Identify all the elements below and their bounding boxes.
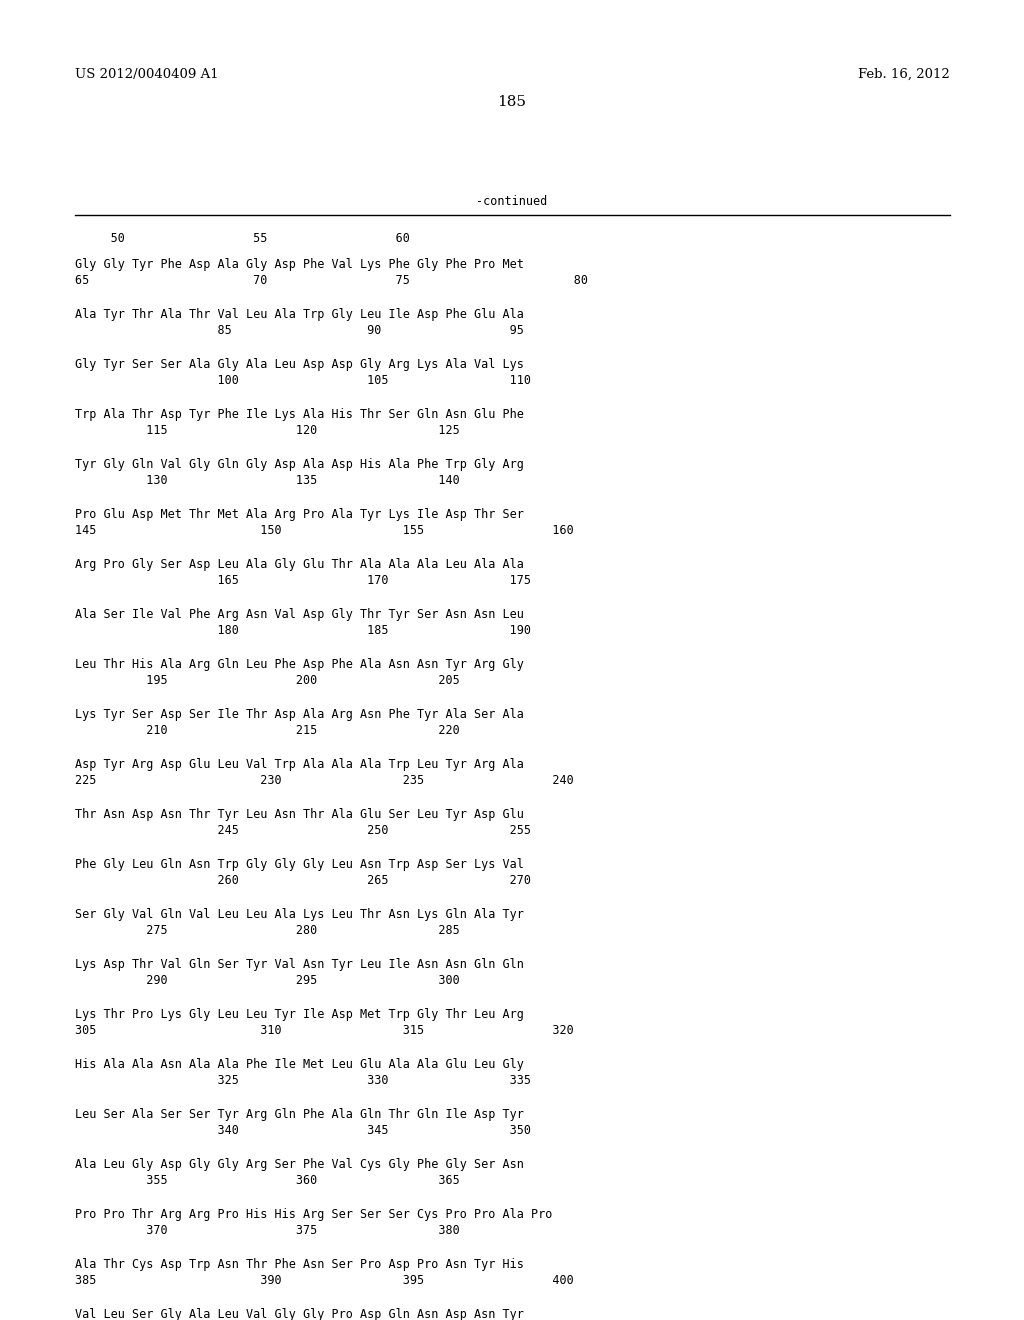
Text: 225                       230                 235                  240: 225 230 235 240 [75, 775, 573, 788]
Text: 305                       310                 315                  320: 305 310 315 320 [75, 1024, 573, 1038]
Text: 165                  170                 175: 165 170 175 [75, 574, 531, 587]
Text: Ala Leu Gly Asp Gly Gly Arg Ser Phe Val Cys Gly Phe Gly Ser Asn: Ala Leu Gly Asp Gly Gly Arg Ser Phe Val … [75, 1158, 524, 1171]
Text: Gly Gly Tyr Phe Asp Ala Gly Asp Phe Val Lys Phe Gly Phe Pro Met: Gly Gly Tyr Phe Asp Ala Gly Asp Phe Val … [75, 257, 524, 271]
Text: 370                  375                 380: 370 375 380 [75, 1225, 460, 1238]
Text: Ala Ser Ile Val Phe Arg Asn Val Asp Gly Thr Tyr Ser Asn Asn Leu: Ala Ser Ile Val Phe Arg Asn Val Asp Gly … [75, 609, 524, 620]
Text: 130                  135                 140: 130 135 140 [75, 474, 460, 487]
Text: Gly Tyr Ser Ser Ala Gly Ala Leu Asp Asp Gly Arg Lys Ala Val Lys: Gly Tyr Ser Ser Ala Gly Ala Leu Asp Asp … [75, 358, 524, 371]
Text: 185: 185 [498, 95, 526, 110]
Text: 65                       70                  75                       80: 65 70 75 80 [75, 275, 588, 288]
Text: 50                  55                  60: 50 55 60 [75, 232, 410, 246]
Text: Pro Pro Thr Arg Arg Pro His His Arg Ser Ser Ser Cys Pro Pro Ala Pro: Pro Pro Thr Arg Arg Pro His His Arg Ser … [75, 1208, 552, 1221]
Text: 195                  200                 205: 195 200 205 [75, 675, 460, 688]
Text: Arg Pro Gly Ser Asp Leu Ala Gly Glu Thr Ala Ala Ala Leu Ala Ala: Arg Pro Gly Ser Asp Leu Ala Gly Glu Thr … [75, 558, 524, 572]
Text: 115                  120                 125: 115 120 125 [75, 425, 460, 437]
Text: Lys Tyr Ser Asp Ser Ile Thr Asp Ala Arg Asn Phe Tyr Ala Ser Ala: Lys Tyr Ser Asp Ser Ile Thr Asp Ala Arg … [75, 708, 524, 721]
Text: US 2012/0040409 A1: US 2012/0040409 A1 [75, 69, 219, 81]
Text: 340                  345                 350: 340 345 350 [75, 1125, 531, 1138]
Text: 210                  215                 220: 210 215 220 [75, 725, 460, 738]
Text: Ala Tyr Thr Ala Thr Val Leu Ala Trp Gly Leu Ile Asp Phe Glu Ala: Ala Tyr Thr Ala Thr Val Leu Ala Trp Gly … [75, 308, 524, 321]
Text: Lys Thr Pro Lys Gly Leu Leu Tyr Ile Asp Met Trp Gly Thr Leu Arg: Lys Thr Pro Lys Gly Leu Leu Tyr Ile Asp … [75, 1008, 524, 1020]
Text: Ser Gly Val Gln Val Leu Leu Ala Lys Leu Thr Asn Lys Gln Ala Tyr: Ser Gly Val Gln Val Leu Leu Ala Lys Leu … [75, 908, 524, 921]
Text: Trp Ala Thr Asp Tyr Phe Ile Lys Ala His Thr Ser Gln Asn Glu Phe: Trp Ala Thr Asp Tyr Phe Ile Lys Ala His … [75, 408, 524, 421]
Text: -continued: -continued [476, 195, 548, 209]
Text: 290                  295                 300: 290 295 300 [75, 974, 460, 987]
Text: Feb. 16, 2012: Feb. 16, 2012 [858, 69, 950, 81]
Text: 260                  265                 270: 260 265 270 [75, 874, 531, 887]
Text: Tyr Gly Gln Val Gly Gln Gly Asp Ala Asp His Ala Phe Trp Gly Arg: Tyr Gly Gln Val Gly Gln Gly Asp Ala Asp … [75, 458, 524, 471]
Text: Leu Ser Ala Ser Ser Tyr Arg Gln Phe Ala Gln Thr Gln Ile Asp Tyr: Leu Ser Ala Ser Ser Tyr Arg Gln Phe Ala … [75, 1107, 524, 1121]
Text: His Ala Ala Asn Ala Ala Phe Ile Met Leu Glu Ala Ala Glu Leu Gly: His Ala Ala Asn Ala Ala Phe Ile Met Leu … [75, 1059, 524, 1071]
Text: Pro Glu Asp Met Thr Met Ala Arg Pro Ala Tyr Lys Ile Asp Thr Ser: Pro Glu Asp Met Thr Met Ala Arg Pro Ala … [75, 508, 524, 521]
Text: Phe Gly Leu Gln Asn Trp Gly Gly Gly Leu Asn Trp Asp Ser Lys Val: Phe Gly Leu Gln Asn Trp Gly Gly Gly Leu … [75, 858, 524, 871]
Text: 355                  360                 365: 355 360 365 [75, 1175, 460, 1188]
Text: 100                  105                 110: 100 105 110 [75, 375, 531, 388]
Text: 180                  185                 190: 180 185 190 [75, 624, 531, 638]
Text: 145                       150                 155                  160: 145 150 155 160 [75, 524, 573, 537]
Text: Asp Tyr Arg Asp Glu Leu Val Trp Ala Ala Ala Trp Leu Tyr Arg Ala: Asp Tyr Arg Asp Glu Leu Val Trp Ala Ala … [75, 758, 524, 771]
Text: Val Leu Ser Gly Ala Leu Val Gly Gly Pro Asp Gln Asn Asp Asn Tyr: Val Leu Ser Gly Ala Leu Val Gly Gly Pro … [75, 1308, 524, 1320]
Text: 85                   90                  95: 85 90 95 [75, 325, 524, 338]
Text: Ala Thr Cys Asp Trp Asn Thr Phe Asn Ser Pro Asp Pro Asn Tyr His: Ala Thr Cys Asp Trp Asn Thr Phe Asn Ser … [75, 1258, 524, 1271]
Text: Thr Asn Asp Asn Thr Tyr Leu Asn Thr Ala Glu Ser Leu Tyr Asp Glu: Thr Asn Asp Asn Thr Tyr Leu Asn Thr Ala … [75, 808, 524, 821]
Text: 245                  250                 255: 245 250 255 [75, 825, 531, 837]
Text: 275                  280                 285: 275 280 285 [75, 924, 460, 937]
Text: 325                  330                 335: 325 330 335 [75, 1074, 531, 1088]
Text: Leu Thr His Ala Arg Gln Leu Phe Asp Phe Ala Asn Asn Tyr Arg Gly: Leu Thr His Ala Arg Gln Leu Phe Asp Phe … [75, 657, 524, 671]
Text: Lys Asp Thr Val Gln Ser Tyr Val Asn Tyr Leu Ile Asn Asn Gln Gln: Lys Asp Thr Val Gln Ser Tyr Val Asn Tyr … [75, 958, 524, 972]
Text: 385                       390                 395                  400: 385 390 395 400 [75, 1275, 573, 1287]
